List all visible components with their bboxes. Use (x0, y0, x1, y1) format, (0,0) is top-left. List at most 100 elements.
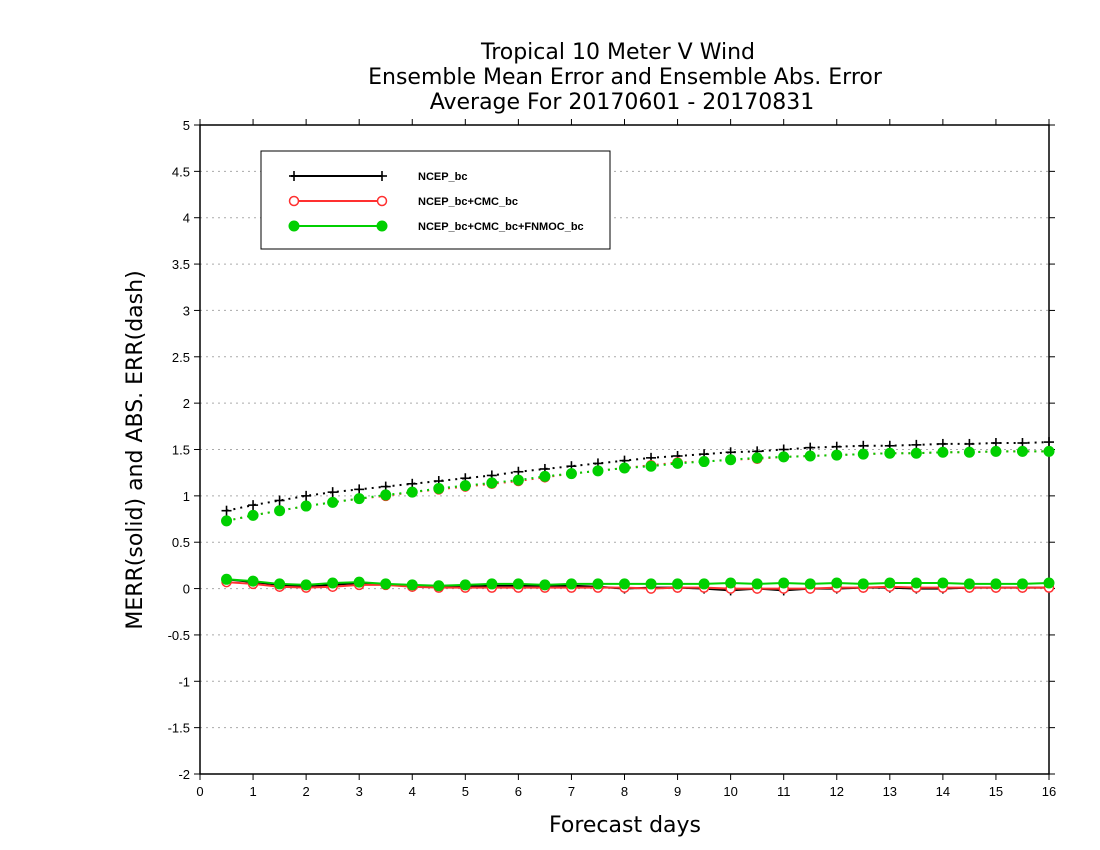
mean-error-point (406, 579, 418, 591)
abs-error-line (226, 441, 1050, 512)
x-tick-label: 6 (515, 784, 522, 799)
abs-error-point (327, 487, 338, 498)
mean-error-point (353, 576, 365, 588)
x-tick-label: 3 (356, 784, 363, 799)
y-tick-label: 4.5 (172, 164, 190, 179)
legend-marker-start (288, 195, 300, 207)
mean-error-point (804, 578, 816, 590)
mean-error-point (1016, 578, 1028, 590)
mean-error-point (539, 579, 551, 591)
x-tick-label: 14 (936, 784, 950, 799)
abs-error-point (221, 505, 232, 516)
series-2 (221, 445, 1055, 592)
x-tick-label: 11 (777, 784, 791, 799)
abs-error-point (248, 500, 259, 511)
gridlines (200, 170, 1049, 729)
mean-error-point (751, 578, 763, 590)
mean-error-point (565, 578, 577, 590)
legend-marker-end (376, 195, 388, 207)
legend-item-0: NCEP_bc (289, 171, 468, 183)
abs-error-point (301, 490, 312, 501)
mean-error-point (725, 577, 737, 589)
abs-error-point (354, 484, 365, 495)
mean-error-point (274, 578, 286, 590)
abs-error-point (274, 495, 285, 506)
abs-error-line (226, 450, 1049, 522)
x-tick-label: 5 (462, 784, 469, 799)
mean-error-point (486, 578, 498, 590)
y-axis: -2 -1.5 -1 -0.5 0 0.5 1 1.5 2 2.5 3 3.5 4 4.5 5 (168, 118, 1055, 782)
mean-error-point (645, 578, 657, 590)
x-tick-label: 10 (723, 784, 737, 799)
abs-error-point (327, 496, 339, 508)
abs-error-point (1043, 445, 1055, 457)
x-tick-label: 13 (883, 784, 897, 799)
legend-item-2: NCEP_bc+CMC_bc+FNMOC_bc (288, 220, 584, 233)
mean-error-point (857, 578, 869, 590)
abs-error-point (247, 509, 259, 521)
y-tick-label: -1.5 (168, 721, 190, 736)
abs-error-point (672, 457, 684, 469)
abs-error-point (1016, 445, 1028, 457)
mean-error-point (459, 579, 471, 591)
legend: NCEP_bc NCEP_bc+CMC_bc NCEP_bc+CMC_bc+FNMO… (260, 150, 611, 250)
legend-marker-end (377, 171, 387, 181)
abs-error-point (725, 454, 737, 466)
y-tick-label: -0.5 (168, 628, 190, 643)
title-line-2: Ensemble Mean Error and Ensemble Abs. Er… (368, 65, 883, 90)
abs-error-point (698, 456, 710, 468)
y-tick-label: 1 (183, 489, 190, 504)
abs-error-point (592, 465, 604, 477)
legend-label: NCEP_bc+CMC_bc+FNMOC_bc (418, 221, 584, 233)
mean-error-point (937, 577, 949, 589)
legend-label: NCEP_bc+CMC_bc (418, 196, 518, 208)
mean-error-point (300, 579, 312, 591)
legend-marker-start (289, 171, 299, 181)
mean-error-point (1043, 577, 1055, 589)
series-1 (221, 446, 1055, 594)
legend-label: NCEP_bc (418, 171, 468, 183)
abs-error-point (565, 468, 577, 480)
abs-error-line (226, 450, 1049, 522)
mean-error-point (778, 577, 790, 589)
y-tick-label: 3 (183, 303, 190, 318)
x-tick-label: 2 (303, 784, 310, 799)
chart-title: Tropical 10 Meter V Wind Ensemble Mean E… (368, 40, 883, 115)
x-tick-label: 4 (409, 784, 416, 799)
abs-error-point (274, 505, 286, 517)
abs-error-point (937, 446, 949, 458)
x-axis-label: Forecast days (549, 813, 701, 838)
abs-error-point (406, 486, 418, 498)
abs-error-point (486, 477, 498, 489)
series-0 (221, 437, 1054, 596)
title-line-1: Tropical 10 Meter V Wind (480, 40, 755, 65)
x-axis: 0 1 2 3 4 5 6 7 8 9 10 11 12 13 14 15 16 (196, 119, 1056, 799)
y-tick-label: 2.5 (172, 350, 190, 365)
abs-error-point (380, 489, 392, 501)
y-tick-label: 2 (183, 396, 190, 411)
y-tick-label: -2 (178, 767, 190, 782)
y-tick-label: 0 (183, 582, 190, 597)
mean-error-point (512, 578, 524, 590)
abs-error-point (512, 474, 524, 486)
y-tick-label: 3.5 (172, 257, 190, 272)
abs-error-point (300, 500, 312, 512)
abs-error-point (804, 450, 816, 462)
abs-error-point (857, 448, 869, 460)
abs-error-point (831, 449, 843, 461)
x-tick-label: 9 (674, 784, 681, 799)
mean-error-point (672, 578, 684, 590)
abs-error-point (221, 515, 233, 527)
mean-error-point (910, 577, 922, 589)
x-tick-label: 12 (830, 784, 844, 799)
y-tick-label: 1.5 (172, 443, 190, 458)
legend-marker-end (376, 220, 388, 232)
x-tick-label: 7 (568, 784, 575, 799)
title-line-3: Average For 20170601 - 20170831 (430, 90, 815, 115)
series-layer (221, 437, 1055, 596)
x-tick-label: 0 (196, 784, 203, 799)
y-tick-label: 5 (183, 118, 190, 133)
x-tick-label: 1 (249, 784, 256, 799)
mean-error-point (619, 578, 630, 590)
